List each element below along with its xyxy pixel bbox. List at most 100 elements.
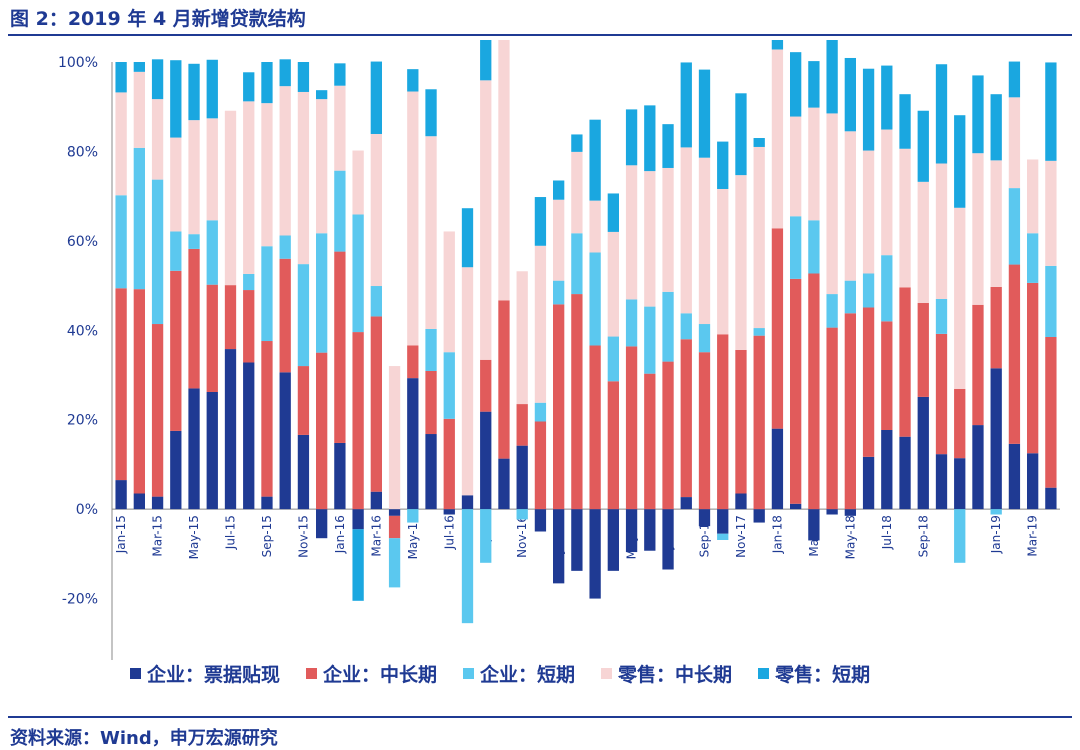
bar-segment [954, 458, 966, 510]
bar-segment [461, 208, 474, 268]
bottom-rule [8, 716, 1072, 718]
bar-segment [990, 368, 1002, 510]
bar-segment [589, 200, 601, 253]
bar-segment [279, 235, 291, 259]
legend-label: 零售：短期 [775, 664, 871, 686]
bar-segment [935, 454, 948, 510]
bar-segment [662, 361, 674, 510]
x-tick-label: Jan-15 [114, 515, 128, 554]
bar-segment [717, 141, 729, 189]
bar-segment [352, 332, 364, 510]
bar-segment [151, 179, 164, 325]
bar-segment [224, 349, 237, 510]
bar-segment [206, 284, 218, 392]
chart-legend: 企业：票据贴现 企业：中长期 企业：短期 零售：中长期 零售：短期 [130, 660, 870, 687]
bar-segment [862, 456, 875, 510]
bar-segment [881, 65, 893, 130]
bar-segment [151, 59, 164, 100]
x-tick-label: Mar-16 [369, 515, 383, 556]
x-tick-label: Jan-19 [989, 515, 1003, 554]
bar-segment [352, 529, 364, 601]
bar-segment [407, 345, 419, 379]
bar-segment [1008, 264, 1021, 444]
bar-segment [133, 289, 145, 494]
stacked-bar-chart: 100%80%60%40%20%0%-20%-40%Jan-15Mar-15Ma… [58, 40, 1060, 660]
x-tick-label: Nov-15 [296, 515, 310, 558]
bar-segment [771, 49, 784, 229]
bar-segment [1045, 265, 1057, 337]
bar-segment [553, 180, 565, 200]
bar-segment [388, 366, 401, 510]
bar-segment [553, 199, 565, 281]
bar-segment [881, 129, 893, 256]
x-tick-label: Jul-16 [442, 515, 456, 550]
bar-segment [206, 391, 218, 510]
bar-segment [808, 273, 820, 510]
legend-swatch [463, 668, 475, 679]
bar-segment [680, 313, 692, 340]
bar-segment [899, 436, 911, 510]
bar-segment [115, 62, 127, 93]
bar-segment [571, 233, 583, 295]
bar-segment [243, 72, 255, 102]
bar-segment [607, 509, 619, 571]
bar-segment [553, 509, 565, 584]
bar-segment [808, 107, 820, 221]
bar-segment [480, 509, 492, 563]
bar-segment [461, 267, 474, 496]
legend-label: 企业：中长期 [323, 664, 438, 686]
bar-segment [753, 509, 765, 523]
bar-segment [352, 214, 364, 333]
bar-segment [261, 62, 273, 104]
bar-segment [115, 92, 127, 196]
bar-segment [790, 116, 802, 217]
bar-segment [498, 40, 510, 301]
bar-segment [881, 255, 893, 322]
bar-segment [771, 428, 784, 510]
legend-swatch [758, 668, 770, 679]
bar-segment [753, 138, 765, 147]
bar-segment [443, 352, 455, 419]
bar-segment [279, 258, 291, 373]
bar-segment [334, 170, 346, 252]
legend-swatch [130, 668, 141, 679]
x-tick-label: Sep-18 [916, 515, 930, 557]
x-tick-label: Jul-18 [880, 515, 894, 550]
bar-segment [990, 160, 1002, 287]
bar-segment [753, 146, 765, 329]
bar-segment [425, 136, 437, 329]
bar-segment [480, 40, 492, 81]
bar-segment [625, 346, 638, 510]
bar-segment [498, 300, 510, 459]
bar-segment [133, 71, 145, 148]
bar-segment [352, 509, 364, 530]
y-tick-label: 60% [67, 234, 98, 250]
bar-segment [261, 341, 273, 497]
x-tick-label: Mar-19 [1026, 515, 1040, 556]
bar-segment [607, 231, 619, 337]
bar-segment [425, 328, 437, 371]
bar-segment [753, 335, 765, 510]
bar-segment [151, 496, 164, 510]
bar-segment [735, 349, 747, 494]
bar-segment [735, 93, 747, 176]
legend-swatch [601, 668, 613, 679]
bar-segment [698, 509, 711, 527]
bar-segment [334, 85, 346, 171]
bar-segment [917, 181, 929, 304]
x-tick-label: Jan-16 [333, 515, 347, 554]
bar-segment [607, 381, 619, 510]
y-tick-label: 80% [67, 144, 98, 160]
bar-segment [881, 429, 893, 510]
bar-segment [170, 430, 182, 510]
bar-segment [826, 40, 838, 114]
bar-segment [279, 372, 291, 510]
bar-segment [133, 493, 145, 510]
bar-segment [1045, 160, 1057, 266]
bar-segment [698, 157, 711, 325]
bar-segment [243, 362, 255, 510]
bar-segment [188, 63, 200, 121]
x-tick-label: Sep-15 [260, 515, 274, 557]
bar-segment [972, 304, 984, 426]
bar-segment [625, 109, 638, 166]
